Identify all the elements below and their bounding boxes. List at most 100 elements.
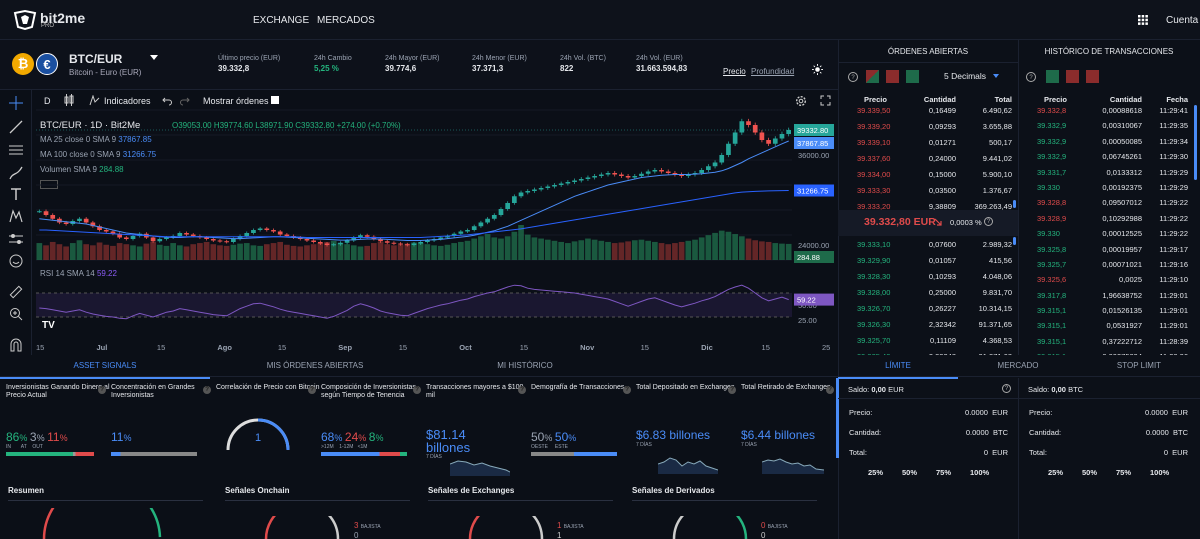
help-icon[interactable]: ? — [308, 386, 316, 394]
settings-gear-icon[interactable] — [795, 95, 807, 107]
buy-pct-25[interactable]: 25% — [868, 468, 884, 477]
indicators-icon[interactable] — [89, 95, 100, 106]
sell-pct-100[interactable]: 100% — [1150, 468, 1170, 477]
filter-buy-icon[interactable] — [1046, 70, 1059, 83]
ask-row[interactable]: 39.333,30 0,03500 1.376,67 — [857, 186, 1012, 195]
bid-row[interactable]: 39.325,70 0,11109 4.368,53 — [857, 336, 1012, 345]
bid-row[interactable]: 39.329,90 0,01057 415,56 — [857, 256, 1012, 265]
magnet-icon[interactable] — [9, 338, 23, 352]
emoji-icon[interactable] — [9, 254, 23, 268]
tab-mercado[interactable]: MERCADO — [997, 361, 1039, 370]
filter-sell-icon[interactable] — [1066, 70, 1079, 83]
help-icon[interactable]: ? — [984, 217, 993, 226]
hist-row[interactable]: 39.315,1 0,37222712 11:28:39 — [1037, 336, 1188, 346]
account-menu[interactable]: Cuenta — [1166, 15, 1199, 26]
view-asks-icon[interactable] — [886, 70, 899, 83]
sell-total-input[interactable]: 0 EUR — [1163, 448, 1188, 457]
help-icon[interactable]: ? — [623, 386, 631, 394]
view-both-icon[interactable] — [866, 70, 879, 83]
help-icon[interactable]: ? — [203, 386, 211, 394]
hist-row[interactable]: 39.332,9 0,06745261 11:29:30 — [1037, 152, 1188, 162]
zoom-in-icon[interactable] — [9, 307, 23, 321]
hist-row[interactable]: 39.315,1 0,01526135 11:29:01 — [1037, 306, 1188, 316]
hist-row[interactable]: 39.325,8 0,00019957 11:29:17 — [1037, 244, 1188, 254]
bid-row[interactable]: 39.328,00 0,25000 9.831,70 — [857, 288, 1012, 297]
chevron-down-icon[interactable] — [150, 55, 158, 61]
price-chart[interactable]: 36000.0024000.0050.0025.0039332.8037867.… — [32, 90, 838, 355]
help-icon[interactable]: ? — [1002, 384, 1011, 393]
ask-row[interactable]: 39.339,10 0,01271 500,17 — [857, 138, 1012, 147]
ask-row[interactable]: 39.339,50 0,16499 6.490,62 — [857, 106, 1012, 115]
tab-limite[interactable]: LÍMITE — [838, 355, 958, 379]
ask-row[interactable]: 39.334,00 0,15000 5.900,10 — [857, 170, 1012, 179]
sell-pct-25[interactable]: 25% — [1048, 468, 1064, 477]
crosshair-icon[interactable] — [9, 96, 23, 110]
fib-lines-icon[interactable] — [9, 143, 23, 157]
redo-icon[interactable] — [180, 96, 190, 106]
buy-total-input[interactable]: 0 EUR — [983, 448, 1008, 457]
help-icon[interactable]: ? — [826, 386, 834, 394]
chevron-down-icon[interactable] — [993, 74, 999, 78]
apps-grid-icon[interactable] — [1138, 15, 1148, 25]
hist-row[interactable]: 39.332,9 0,00050085 11:29:34 — [1037, 136, 1188, 146]
theme-sun-icon[interactable] — [812, 64, 823, 75]
buy-price-input[interactable]: 0.0000 EUR — [965, 408, 1008, 417]
indicadores-button[interactable]: Indicadores — [104, 96, 151, 106]
tab-mis-ordenes[interactable]: MIS ÓRDENES ABIERTAS — [266, 361, 364, 370]
sell-pct-50[interactable]: 50% — [1082, 468, 1098, 477]
hist-row[interactable]: 39.328,9 0,10292988 11:29:22 — [1037, 213, 1188, 223]
profundidad-toggle[interactable]: Profundidad — [751, 67, 795, 76]
pair-selector[interactable]: BTC/EUR — [69, 52, 123, 66]
buy-pct-50[interactable]: 50% — [902, 468, 918, 477]
pattern-icon[interactable] — [9, 209, 23, 223]
trend-line-icon[interactable] — [9, 120, 23, 134]
mostrar-ordenes-checkbox[interactable] — [271, 96, 279, 104]
hist-row[interactable]: 39.332,9 0,00310067 11:29:35 — [1037, 121, 1188, 131]
history-scrollbar[interactable] — [1194, 105, 1197, 180]
view-bids-icon[interactable] — [906, 70, 919, 83]
ask-row[interactable]: 39.333,20 9,38809 369.263,49 — [857, 202, 1012, 211]
decimals-select[interactable]: 5 Decimals — [944, 71, 987, 81]
interval-selector[interactable]: D — [44, 96, 51, 106]
tab-stop-limit[interactable]: STOP LIMIT — [1116, 361, 1162, 370]
buy-pct-100[interactable]: 100% — [970, 468, 990, 477]
help-icon[interactable]: ? — [728, 386, 736, 394]
sell-amount-input[interactable]: 0.0000 BTC — [1145, 428, 1188, 437]
hist-row[interactable]: 39.325,7 0,00071021 11:29:16 — [1037, 259, 1188, 269]
bid-row[interactable]: 39.326,70 0,26227 10.314,15 — [857, 304, 1012, 313]
hist-row[interactable]: 39.330 0,00192375 11:29:29 — [1037, 182, 1188, 192]
fullscreen-icon[interactable] — [820, 95, 831, 106]
tab-mi-historico[interactable]: MI HISTÓRICO — [497, 361, 553, 370]
help-icon[interactable]: ? — [518, 386, 526, 394]
hist-row[interactable]: 39.330 0,00012525 11:29:22 — [1037, 229, 1188, 239]
nav-mercados[interactable]: MERCADOS — [317, 15, 375, 26]
help-icon[interactable]: ? — [98, 386, 106, 394]
buy-amount-input[interactable]: 0.0000 BTC — [965, 428, 1008, 437]
brand-name[interactable]: bit2me — [40, 10, 86, 26]
forecast-icon[interactable] — [9, 232, 23, 246]
sell-price-input[interactable]: 0.0000 EUR — [1145, 408, 1188, 417]
orderbook-scrollbar[interactable] — [1013, 200, 1016, 208]
hist-row[interactable]: 39.332,8 0,00088618 11:29:41 — [1037, 106, 1188, 115]
help-icon[interactable]: ? — [1026, 72, 1036, 82]
filter-all-icon[interactable] — [1086, 70, 1099, 83]
orderbook-scrollbar[interactable] — [1013, 237, 1016, 245]
brush-icon[interactable] — [9, 166, 23, 180]
bit2me-logo[interactable] — [12, 9, 38, 31]
help-icon[interactable]: ? — [848, 72, 858, 82]
hist-row[interactable]: 39.315,1 0,0531927 11:29:01 — [1037, 321, 1188, 331]
hist-row[interactable]: 39.317,8 1,96638752 11:29:01 — [1037, 290, 1188, 300]
precio-toggle[interactable]: Precio — [723, 67, 746, 76]
ask-row[interactable]: 39.337,60 0,24000 9.441,02 — [857, 154, 1012, 163]
hist-row[interactable]: 39.325,6 0,0025 11:29:10 — [1037, 275, 1188, 285]
help-icon[interactable]: ? — [413, 386, 421, 394]
candles-icon[interactable] — [64, 94, 74, 106]
bid-row[interactable]: 39.328,30 0,10293 4.048,06 — [857, 272, 1012, 281]
ruler-icon[interactable] — [9, 285, 23, 299]
tab-asset-signals[interactable]: ASSET SIGNALS — [0, 355, 210, 379]
hist-row[interactable]: 39.328,8 0,09507012 11:29:22 — [1037, 198, 1188, 208]
ask-row[interactable]: 39.339,20 0,09293 3.655,88 — [857, 122, 1012, 131]
sell-pct-75[interactable]: 75% — [1116, 468, 1132, 477]
bid-row[interactable]: 39.333,10 0,07600 2.989,32 — [857, 240, 1012, 249]
hist-row[interactable]: 39.331,7 0,0133312 11:29:29 — [1037, 167, 1188, 177]
